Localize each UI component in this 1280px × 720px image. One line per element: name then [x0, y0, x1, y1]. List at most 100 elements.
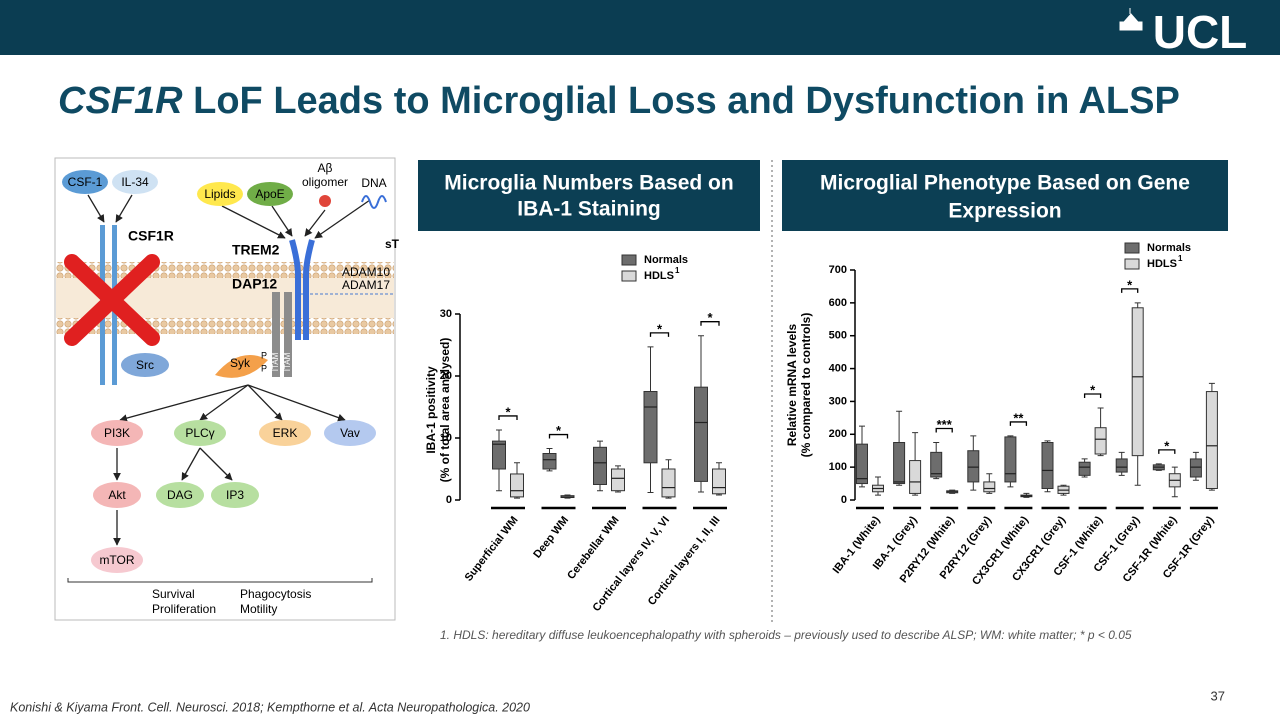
node-label: ITAM: [271, 352, 280, 371]
node-label: ITAM: [283, 352, 292, 371]
title-rest: LoF Leads to Microglial Loss and Dysfunc…: [183, 80, 1180, 122]
box: [856, 443, 868, 485]
significance-label: *: [657, 321, 663, 336]
legend-label: HDLS: [1147, 258, 1177, 270]
box: [1078, 461, 1091, 476]
legend-superscript: 1: [1178, 254, 1183, 263]
x-tick-label: Cerebellar WM: [565, 514, 622, 582]
box: [643, 391, 658, 464]
box: [712, 468, 726, 495]
node-label: Syk: [230, 356, 251, 370]
y-axis-label: (% of total area analysed): [438, 338, 452, 483]
pathway-diagram: CSF-1 IL-34 CSF1R Lipids ApoE Aβ oligome…: [54, 157, 400, 621]
significance-bracket: [700, 321, 720, 326]
y-axis-label: (% compared to controls): [799, 313, 813, 458]
box: [1004, 436, 1017, 483]
node: [112, 170, 158, 194]
significance-bracket: [1121, 288, 1139, 293]
box: [1094, 427, 1107, 455]
y-tick-label: 100: [829, 461, 847, 473]
y-tick-label: 30: [440, 308, 452, 320]
box: [492, 440, 506, 470]
y-axis-label: IBA-1 positivity: [424, 366, 438, 454]
legend-label: HDLS: [644, 270, 674, 282]
node-label: oligomer: [302, 175, 348, 189]
significance-label: *: [1164, 438, 1170, 453]
node-label: DNA: [361, 176, 386, 190]
y-tick-label: 700: [829, 264, 847, 276]
box: [909, 460, 922, 494]
significance-bracket: [649, 332, 670, 337]
node-label: IL-34: [121, 175, 149, 189]
membrane-inner: [56, 318, 394, 334]
node: [62, 170, 108, 194]
x-tick-label: Deep WM: [531, 514, 571, 560]
node: [197, 182, 243, 206]
legend-swatch: [1124, 242, 1140, 254]
box: [661, 468, 676, 498]
y-tick-label: 20: [440, 370, 452, 382]
node: [121, 353, 169, 377]
node-label: mTOR: [99, 553, 134, 567]
significance-label: ***: [937, 417, 953, 432]
node-label: Src: [136, 358, 154, 372]
box: [1131, 307, 1144, 457]
node: [324, 420, 376, 446]
box: [1205, 391, 1218, 490]
node-label: Vav: [340, 426, 360, 440]
node: [91, 547, 143, 573]
bracket: [67, 578, 373, 583]
dap12-chain: [284, 292, 292, 377]
outcome-label: Motility: [240, 602, 277, 616]
y-tick-label: 600: [829, 297, 847, 309]
y-tick-label: 10: [440, 432, 452, 444]
box: [542, 453, 557, 470]
box: [694, 386, 708, 482]
section-header: [782, 160, 1228, 231]
node-label: P: [261, 350, 267, 360]
y-tick-label: 200: [829, 428, 847, 440]
section-title: Expression: [948, 200, 1061, 223]
charts: Microglia Numbers Based on IBA-1 Staining…: [424, 172, 1218, 614]
node-label: CSF1R: [128, 228, 174, 244]
footnote: 1. HDLS: hereditary diffuse leukoencepha…: [440, 628, 1132, 642]
significance-label: **: [1013, 410, 1024, 425]
header-bar: [0, 0, 1280, 55]
box: [1115, 458, 1128, 473]
significance-bracket: [1083, 393, 1102, 398]
arrows: [87, 194, 371, 546]
box: [1041, 442, 1054, 489]
node: [93, 482, 141, 508]
node-label: Akt: [108, 488, 126, 502]
legend-label: Normals: [644, 254, 688, 266]
citation: Konishi & Kiyama Front. Cell. Neurosci. …: [10, 700, 530, 714]
significance-bracket: [1009, 421, 1028, 426]
node-label: IP3: [226, 488, 244, 502]
node-label: ADAM17: [342, 278, 390, 292]
y-tick-label: 400: [829, 362, 847, 374]
node-label: Lipids: [204, 187, 235, 201]
title-italic: CSF1R: [58, 80, 183, 122]
node: [247, 182, 293, 206]
significance-bracket: [935, 427, 953, 433]
y-tick-label: 500: [829, 330, 847, 342]
section-title: Microglia Numbers Based on: [444, 172, 733, 195]
outcome-label: Survival: [152, 587, 195, 601]
node-label: ApoE: [255, 187, 284, 201]
legend-superscript: 1: [675, 266, 680, 275]
outcome-label: Proliferation: [152, 602, 216, 616]
node-label: P: [261, 363, 267, 373]
logo: UCL: [1153, 6, 1248, 58]
diagram-frame: [54, 157, 396, 621]
node-label: DAG: [167, 488, 193, 502]
node: [259, 420, 311, 446]
legend-swatch: [621, 254, 637, 266]
syk-shape: [215, 355, 268, 378]
y-tick-label: 0: [841, 494, 847, 506]
section-title: IBA-1 Staining: [517, 198, 661, 221]
trem2-receptor: [289, 239, 315, 340]
node-label: CSF-1: [68, 175, 103, 189]
node-label: PI3K: [104, 426, 130, 440]
